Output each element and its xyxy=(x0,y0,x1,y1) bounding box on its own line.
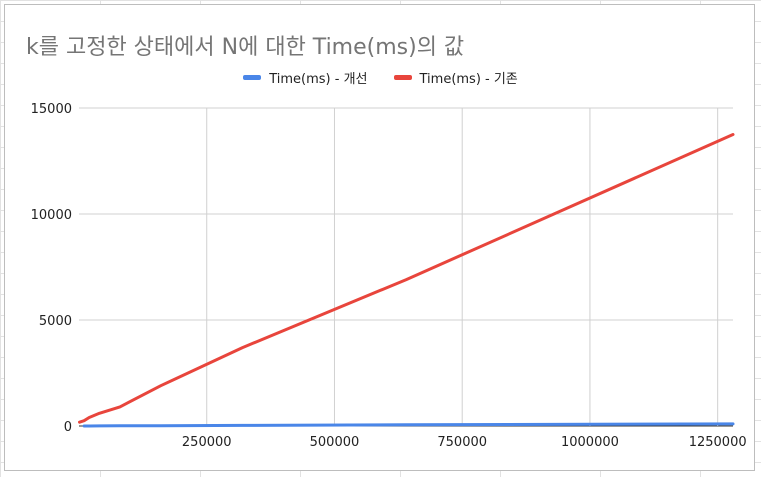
x-tick-label: 1000000 xyxy=(561,435,619,450)
legend-label-original: Time(ms) - 기존 xyxy=(419,72,518,87)
x-tick-label: 250000 xyxy=(182,435,232,450)
y-tick-label: 5000 xyxy=(39,314,72,329)
y-tick-label: 0 xyxy=(64,420,72,435)
x-tick-label: 1250000 xyxy=(689,435,747,450)
x-tick-label: 750000 xyxy=(437,435,487,450)
legend-item-original[interactable]: Time(ms) - 기존 xyxy=(393,68,518,87)
chart-legend: Time(ms) - 개선 Time(ms) - 기존 xyxy=(0,68,761,87)
series-line-original[interactable] xyxy=(78,133,735,424)
y-tick-label: 10000 xyxy=(31,208,72,223)
legend-swatch-improved xyxy=(243,75,262,80)
legend-swatch-original xyxy=(393,75,412,80)
series-line-improved[interactable] xyxy=(82,422,735,428)
x-tick-label: 500000 xyxy=(310,435,360,450)
axis-tick-labels: 0 5000 10000 15000 250000 500000 750000 1000000… xyxy=(31,102,747,450)
series-lines xyxy=(78,133,735,428)
legend-label-improved: Time(ms) - 개선 xyxy=(269,72,368,87)
chart-title: k를 고정한 상태에서 N에 대한 Time(ms)의 값 xyxy=(26,35,465,60)
legend-item-improved[interactable]: Time(ms) - 개선 xyxy=(243,68,368,87)
grid-lines xyxy=(79,107,733,427)
chart-container[interactable] xyxy=(4,4,755,471)
y-tick-label: 15000 xyxy=(31,102,72,117)
